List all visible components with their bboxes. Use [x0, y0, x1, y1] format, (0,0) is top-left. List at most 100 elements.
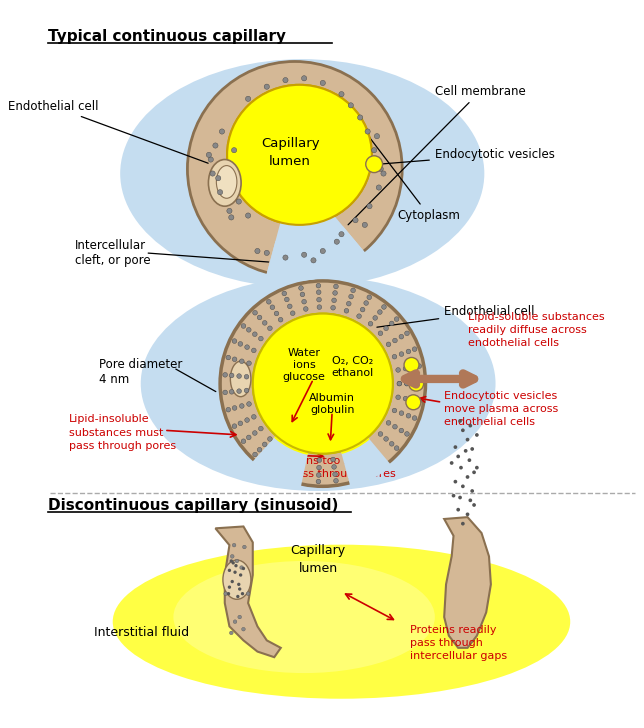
Circle shape [241, 324, 246, 328]
Circle shape [316, 479, 321, 484]
Text: Intercellular
cleft, or pore: Intercellular cleft, or pore [75, 239, 151, 267]
Circle shape [406, 414, 411, 418]
Circle shape [247, 328, 251, 332]
Circle shape [238, 421, 243, 426]
Circle shape [301, 252, 307, 258]
Circle shape [453, 480, 457, 483]
Text: Lipid-insoluble
substances must
pass through pores: Lipid-insoluble substances must pass thr… [69, 414, 176, 451]
Circle shape [238, 615, 242, 619]
Text: Discontinuous capillary (sinusoid): Discontinuous capillary (sinusoid) [48, 499, 339, 513]
Circle shape [464, 449, 468, 453]
Circle shape [334, 284, 338, 289]
Circle shape [220, 281, 426, 486]
Circle shape [390, 321, 394, 325]
Circle shape [258, 427, 263, 431]
Circle shape [220, 129, 225, 134]
Circle shape [339, 92, 344, 97]
Circle shape [450, 461, 453, 465]
Circle shape [412, 381, 417, 386]
Circle shape [229, 631, 233, 635]
Circle shape [376, 185, 381, 190]
Circle shape [231, 561, 235, 564]
Circle shape [242, 628, 245, 631]
Ellipse shape [113, 545, 570, 699]
Circle shape [472, 470, 476, 474]
Circle shape [334, 478, 338, 483]
Ellipse shape [227, 85, 372, 225]
Circle shape [238, 341, 243, 347]
Circle shape [399, 411, 404, 416]
Circle shape [384, 437, 388, 441]
Circle shape [404, 331, 410, 336]
Circle shape [252, 332, 257, 336]
Circle shape [231, 148, 237, 153]
Circle shape [232, 405, 237, 411]
Circle shape [311, 258, 316, 263]
Circle shape [239, 574, 242, 577]
Circle shape [317, 465, 321, 470]
Circle shape [316, 472, 321, 478]
Circle shape [392, 355, 397, 359]
Circle shape [419, 381, 423, 386]
Ellipse shape [173, 561, 435, 673]
Circle shape [461, 428, 465, 432]
Circle shape [417, 399, 422, 403]
Circle shape [226, 408, 231, 412]
Circle shape [233, 571, 237, 574]
Text: Cytoplasm: Cytoplasm [352, 115, 460, 222]
Circle shape [333, 472, 337, 477]
Circle shape [364, 301, 368, 305]
Text: O₂, CO₂
ethanol: O₂, CO₂ ethanol [332, 356, 374, 378]
Circle shape [247, 402, 251, 406]
Circle shape [301, 76, 307, 81]
Circle shape [226, 355, 231, 360]
Circle shape [339, 232, 344, 237]
Text: Endocytotic vesicles
move plasma across
endothelial cells: Endocytotic vesicles move plasma across … [444, 391, 558, 427]
Circle shape [392, 408, 397, 413]
Circle shape [475, 433, 478, 437]
Circle shape [419, 381, 423, 386]
Circle shape [348, 103, 354, 108]
Text: Endothelial cell: Endothelial cell [8, 100, 208, 163]
Circle shape [396, 368, 401, 372]
Ellipse shape [227, 85, 372, 225]
Circle shape [231, 580, 234, 583]
Circle shape [377, 309, 382, 314]
Ellipse shape [141, 276, 495, 491]
Circle shape [228, 569, 231, 572]
Circle shape [332, 464, 336, 470]
Circle shape [353, 218, 358, 223]
Text: Endocytotic vesicles: Endocytotic vesicles [382, 149, 554, 164]
Wedge shape [266, 169, 367, 281]
Circle shape [378, 166, 383, 172]
Circle shape [360, 307, 365, 312]
Circle shape [316, 283, 321, 288]
Circle shape [244, 388, 249, 393]
Circle shape [257, 315, 262, 320]
Circle shape [270, 305, 275, 309]
Circle shape [245, 345, 249, 349]
Circle shape [332, 298, 336, 303]
Circle shape [412, 381, 417, 386]
Circle shape [457, 454, 460, 459]
Circle shape [468, 459, 471, 462]
PathPatch shape [444, 517, 491, 648]
Circle shape [240, 403, 244, 408]
Circle shape [232, 424, 237, 429]
Circle shape [223, 390, 227, 395]
Circle shape [262, 442, 267, 447]
Text: Capillary
lumen: Capillary lumen [261, 137, 319, 167]
Text: Endothelial cell: Endothelial cell [377, 305, 535, 327]
Circle shape [285, 297, 289, 302]
Circle shape [410, 397, 415, 403]
Circle shape [382, 304, 386, 309]
Circle shape [317, 458, 322, 462]
Circle shape [300, 292, 305, 297]
Text: Interstitial fluid: Interstitial fluid [94, 626, 189, 639]
Circle shape [229, 215, 234, 220]
Circle shape [258, 336, 263, 341]
Text: Capillary
lumen: Capillary lumen [290, 544, 346, 574]
Circle shape [394, 317, 399, 322]
Circle shape [466, 438, 469, 441]
Circle shape [236, 199, 242, 204]
